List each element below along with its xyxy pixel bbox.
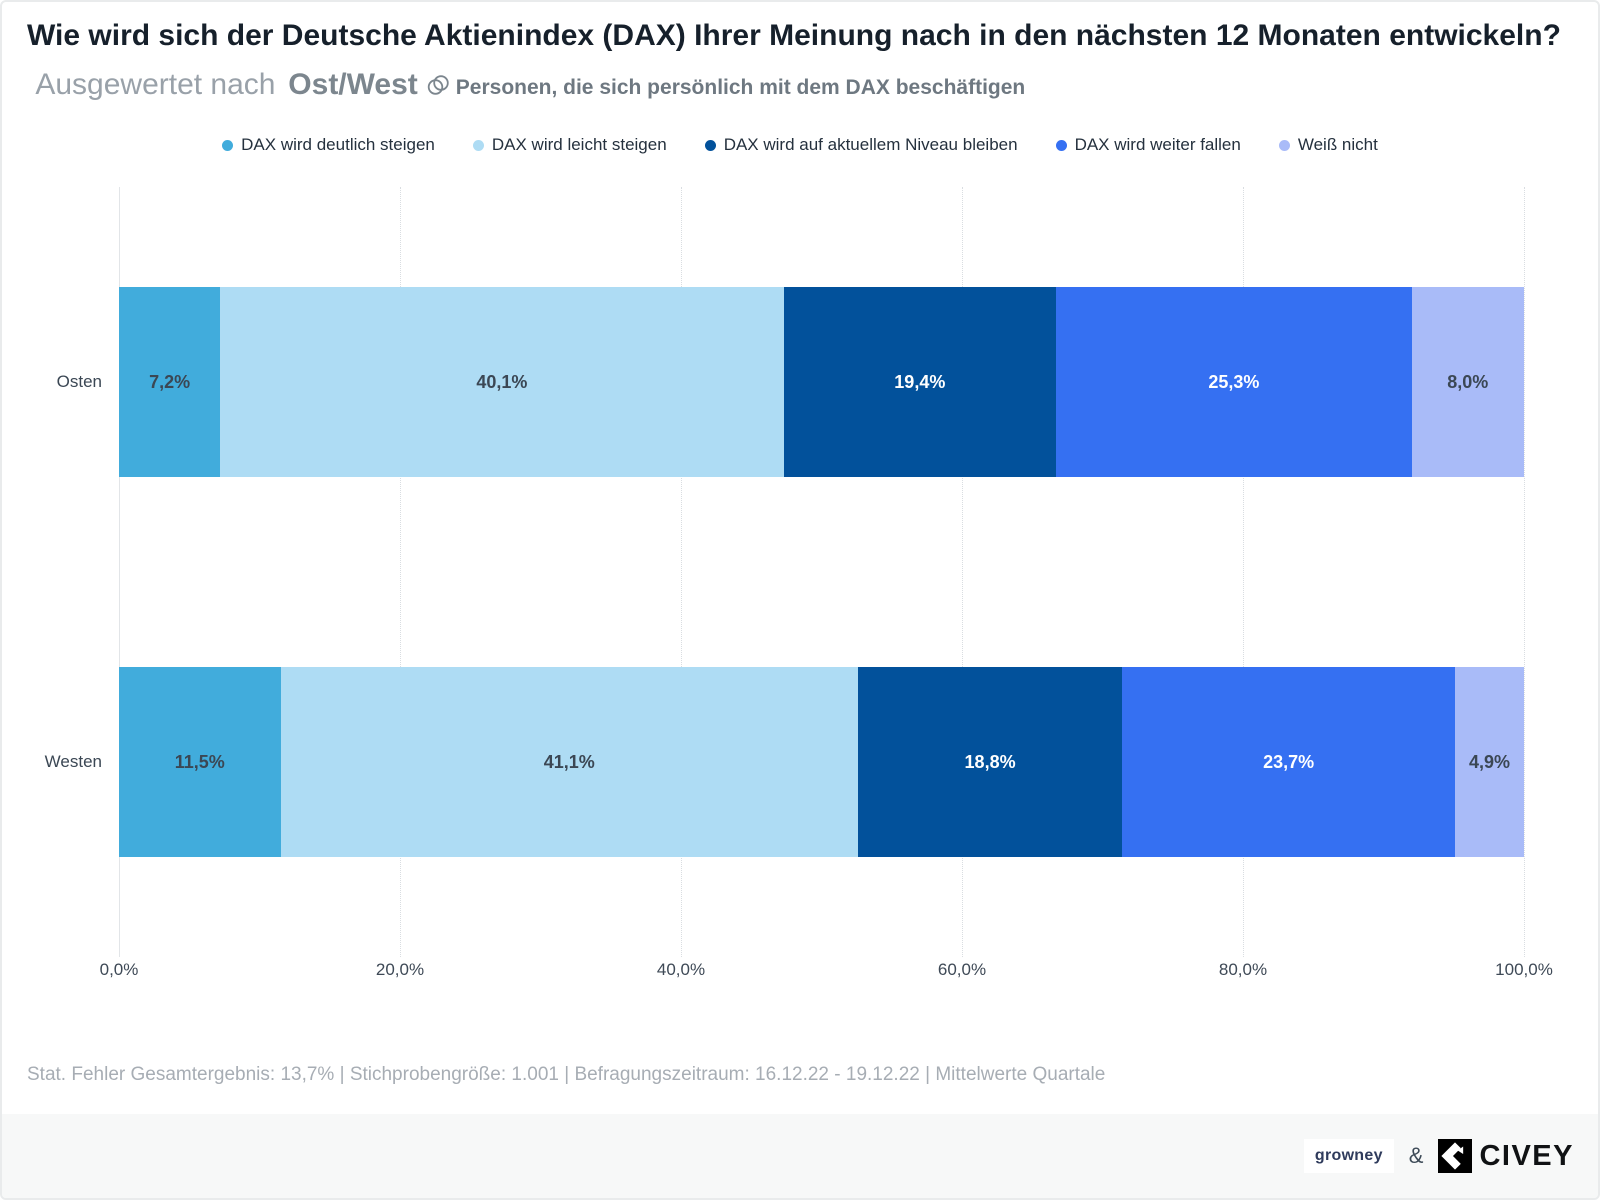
legend-label: DAX wird deutlich steigen	[241, 135, 435, 154]
ampersand: &	[1408, 1143, 1424, 1168]
category-label: Osten	[56, 372, 102, 391]
x-axis-tick-label: 0,0%	[99, 960, 139, 979]
bar-segment: 40,1%	[220, 287, 784, 477]
evaluated-by-label: Ausgewertet nach	[35, 68, 276, 101]
segment-value-label: 7,2%	[149, 371, 191, 392]
segment-value-label: 11,5%	[174, 751, 225, 772]
segment-value-label: 18,8%	[964, 751, 1016, 772]
segment-value-label: 40,1%	[476, 371, 528, 392]
bar-row-osten: Osten 7,2% 40,1% 19,4% 25,3% 8,0%	[57, 287, 1524, 477]
survey-question: Wie wird sich der Deutsche Aktienindex (…	[27, 19, 1561, 52]
bar-segment: 4,9%	[1455, 667, 1524, 857]
legend-dot-icon	[1055, 139, 1067, 151]
gridline	[400, 187, 401, 957]
bar-segment: 23,7%	[1122, 667, 1456, 857]
chart-legend: DAX wird deutlich steigen DAX wird leicht…	[2, 133, 1598, 157]
segment-value-label: 23,7%	[1263, 751, 1315, 772]
civey-logo: CIVEY	[1438, 1139, 1574, 1173]
evaluated-by-value: Ost/West	[288, 68, 418, 101]
legend-item: DAX wird deutlich steigen	[222, 135, 435, 155]
bar-segment: 25,3%	[1056, 287, 1412, 477]
legend-dot-icon	[472, 139, 484, 151]
segment-value-label: 25,3%	[1208, 371, 1260, 392]
gridline	[962, 187, 963, 957]
x-axis-tick-label: 100,0%	[1495, 960, 1553, 979]
bar-row-westen: Westen 11,5% 41,1% 18,8% 23,7% 4,9%	[45, 667, 1524, 857]
legend-item: DAX wird weiter fallen	[1055, 135, 1241, 155]
x-axis-tick-label: 80,0%	[1218, 960, 1268, 979]
bar-segment: 18,8%	[858, 667, 1123, 857]
audience-filter-text: Personen, die sich persönlich mit dem DA…	[455, 76, 1026, 99]
legend-label: DAX wird auf aktuellem Niveau bleiben	[723, 135, 1018, 154]
x-axis-tick-label: 20,0%	[375, 960, 425, 979]
legend-dot-icon	[1278, 139, 1290, 151]
overlapping-circles-icon	[426, 71, 450, 115]
x-axis: 0,0% 20,0% 40,0% 60,0% 80,0% 100,0%	[100, 954, 1553, 982]
legend-label: DAX wird weiter fallen	[1074, 135, 1241, 154]
segment-value-label: 19,4%	[894, 371, 946, 392]
bar-segment: 41,1%	[280, 667, 859, 857]
gridline	[681, 187, 682, 957]
page-title: Wie wird sich der Deutsche Aktienindex (…	[27, 14, 1568, 115]
gridline	[119, 187, 120, 957]
bar-segment: 19,4%	[783, 287, 1057, 477]
legend-item: DAX wird leicht steigen	[472, 135, 667, 155]
stacked-bar-chart: Osten 7,2% 40,1% 19,4% 25,3% 8,0% Westen 11,5% 4…	[45, 187, 1525, 957]
methodology-note: Stat. Fehler Gesamtergebnis: 13,7% | Sti…	[27, 1064, 1106, 1085]
gridline	[1524, 187, 1525, 957]
gridline	[1243, 187, 1244, 957]
legend-item: Weiß nicht	[1278, 135, 1378, 155]
growney-logo: growney	[1303, 1139, 1394, 1173]
category-label: Westen	[44, 752, 102, 771]
legend-item: DAX wird auf aktuellem Niveau bleiben	[704, 135, 1018, 155]
legend-dot-icon	[222, 139, 234, 151]
brand-footer: growney & CIVEY	[2, 1114, 1598, 1198]
x-axis-tick-label: 40,0%	[656, 960, 706, 979]
legend-dot-icon	[704, 139, 716, 151]
bar-segment: 11,5%	[119, 667, 281, 857]
segment-value-label: 8,0%	[1447, 371, 1489, 392]
segment-value-label: 4,9%	[1469, 751, 1511, 772]
segment-value-label: 41,1%	[543, 751, 595, 772]
bar-segment: 7,2%	[119, 287, 221, 477]
civey-diamond-icon	[1438, 1139, 1473, 1173]
x-axis-tick-label: 60,0%	[937, 960, 987, 979]
legend-label: Weiß nicht	[1297, 135, 1378, 154]
bar-segment: 8,0%	[1411, 287, 1524, 477]
civey-wordmark: CIVEY	[1479, 1139, 1574, 1172]
legend-label: DAX wird leicht steigen	[491, 135, 667, 154]
